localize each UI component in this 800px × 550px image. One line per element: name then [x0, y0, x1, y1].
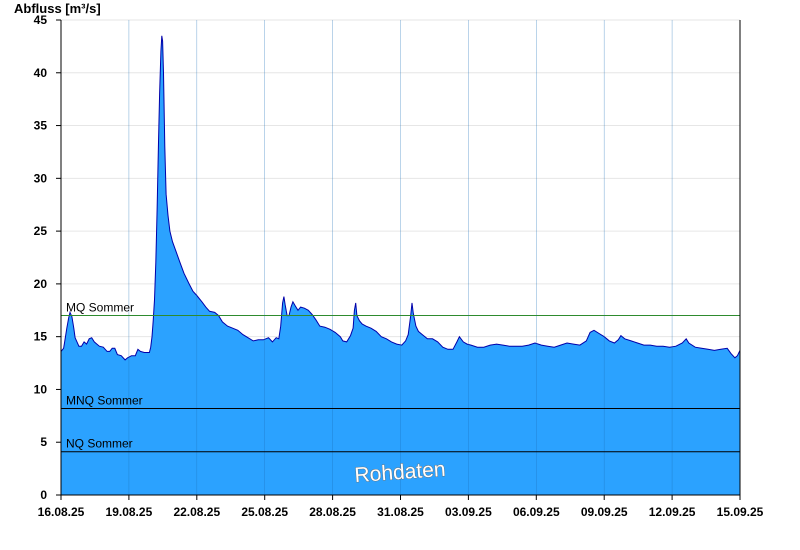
x-tick-label-2: 22.08.25	[173, 505, 220, 519]
reference-lines: MQ Sommer MNQ Sommer NQ Sommer	[61, 301, 740, 453]
x-grid-lines-overlay	[128, 20, 673, 495]
y-tick-label-35: 35	[34, 119, 48, 133]
x-tick-label-9: 12.09.25	[649, 505, 696, 519]
y-tick-labels: 0 5 10 15 20 25 30 35 40 45	[34, 13, 61, 502]
x-tick-label-7: 06.09.25	[513, 505, 560, 519]
ref-label-1: MNQ Sommer	[66, 393, 143, 407]
x-tick-labels: 16.08.25 19.08.25 22.08.25 25.08.25 28.08.25…	[38, 495, 764, 519]
x-tick-label-5: 31.08.25	[377, 505, 424, 519]
y-tick-label-25: 25	[34, 224, 48, 238]
y-tick-label-0: 0	[40, 488, 47, 502]
x-tick-label-0: 16.08.25	[38, 505, 85, 519]
y-tick-label-30: 30	[34, 171, 48, 185]
discharge-area	[61, 35, 740, 496]
x-tick-label-4: 28.08.25	[309, 505, 356, 519]
x-tick-label-1: 19.08.25	[106, 505, 153, 519]
x-tick-label-8: 09.09.25	[581, 505, 628, 519]
x-tick-label-6: 03.09.25	[445, 505, 492, 519]
y-tick-label-15: 15	[34, 330, 48, 344]
y-tick-label-5: 5	[40, 435, 47, 449]
x-tick-label-10: 15.09.25	[717, 505, 764, 519]
y-tick-label-20: 20	[34, 277, 48, 291]
y-tick-label-45: 45	[34, 13, 48, 27]
ref-label-2: NQ Sommer	[66, 437, 133, 451]
y-tick-label-40: 40	[34, 66, 48, 80]
x-tick-label-3: 25.08.25	[241, 505, 288, 519]
discharge-line	[60, 35, 741, 361]
y-axis-title: Abfluss [m³/s]	[14, 1, 101, 16]
y-tick-label-10: 10	[34, 382, 48, 396]
ref-label-0: MQ Sommer	[66, 301, 134, 315]
